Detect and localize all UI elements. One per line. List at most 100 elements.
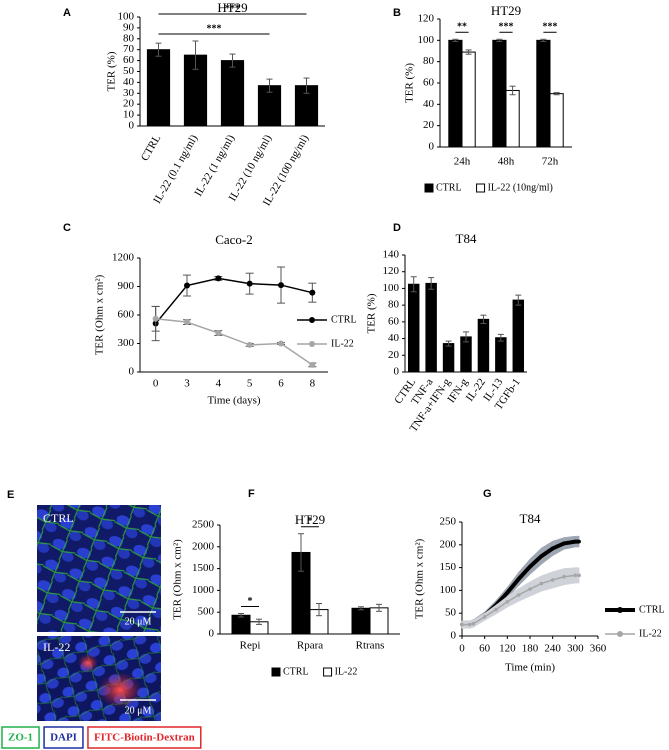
point	[505, 590, 510, 595]
point	[516, 593, 521, 597]
x-tick-label: 240	[544, 643, 561, 655]
significance-label: *	[308, 516, 313, 527]
y-tick-label: 20	[388, 349, 400, 361]
y-tick-label: 600	[118, 309, 135, 321]
point	[246, 341, 253, 348]
bar	[492, 39, 507, 148]
bar	[461, 51, 476, 148]
bar	[536, 39, 551, 148]
legend-swatch	[424, 183, 434, 193]
stain-label: DAPI	[50, 732, 77, 744]
bar	[495, 337, 507, 373]
significance-label: ***	[499, 22, 514, 33]
point	[215, 275, 222, 282]
y-axis-label: TER (Ohm x cm²)	[94, 274, 106, 355]
y-tick-label: 0	[129, 120, 135, 132]
point	[505, 600, 510, 604]
bar	[512, 299, 525, 373]
y-tick-label: 140	[383, 249, 400, 261]
scale-label: 20 μM	[125, 705, 152, 716]
chart-title: Caco-2	[215, 232, 253, 247]
line	[155, 277, 313, 325]
point	[550, 546, 555, 551]
point	[562, 574, 566, 579]
y-tick-label: 40	[423, 98, 435, 110]
stain-box	[43, 726, 84, 749]
panel-letter: D	[393, 222, 401, 234]
y-tick-label: 60	[123, 54, 135, 66]
y-tick-label: 200	[440, 538, 457, 550]
legend-label: CTRL	[436, 182, 462, 193]
panel-letter: B	[393, 7, 401, 19]
point	[573, 539, 578, 544]
bar	[231, 614, 251, 635]
point	[467, 622, 472, 627]
x-tick-label: 4	[216, 378, 222, 390]
point	[278, 340, 284, 347]
point	[516, 577, 521, 581]
bar	[477, 318, 490, 373]
bar	[549, 93, 564, 148]
chart-title: T84	[520, 511, 541, 526]
significance-label: ***	[225, 3, 240, 14]
panel-letter: E	[7, 489, 14, 501]
chart-title: HT29	[217, 0, 247, 15]
x-axis-label: Time (min)	[505, 662, 555, 674]
y-tick-label: 1000	[192, 584, 215, 596]
x-tick-label: 180	[522, 643, 539, 655]
point	[573, 573, 578, 578]
bar	[505, 89, 520, 148]
point	[577, 573, 581, 578]
y-tick-label: 100	[118, 11, 135, 23]
point	[577, 539, 581, 544]
legend-swatch	[271, 667, 281, 677]
y-tick-label: 2500	[192, 519, 215, 531]
panel-letter: G	[483, 488, 492, 500]
micrograph-ctrl: CTRL 20 μM	[37, 505, 161, 632]
image-label: CTRL	[43, 511, 74, 525]
legend-label: CTRL	[331, 314, 357, 325]
bar	[407, 283, 420, 373]
legend-marker	[617, 607, 623, 613]
y-tick-label: 120	[383, 265, 400, 277]
panel-letter: F	[248, 488, 255, 500]
y-tick-label: 80	[388, 299, 400, 311]
point	[494, 607, 498, 612]
x-tick-label: 48h	[498, 156, 515, 168]
point	[471, 621, 476, 626]
y-tick-label: 1200	[112, 252, 135, 264]
y-tick-label: 100	[418, 34, 435, 46]
y-tick-label: 90	[123, 21, 135, 33]
point	[246, 280, 253, 287]
panel-letter: C	[63, 222, 71, 234]
x-axis-label: Time (days)	[207, 395, 260, 407]
y-tick-label: 60	[423, 77, 435, 89]
point	[482, 615, 487, 619]
x-tick-label: 360	[590, 643, 607, 655]
legend-label: CTRL	[283, 666, 309, 677]
y-tick-label: 70	[123, 43, 135, 55]
y-tick-label: 0	[209, 628, 215, 640]
x-tick-label: Rtrans	[356, 640, 385, 652]
y-tick-label: 250	[440, 516, 457, 528]
x-tick-label: 8	[310, 378, 316, 390]
y-tick-label: 0	[394, 366, 400, 378]
point	[184, 319, 190, 326]
bar	[146, 49, 171, 127]
y-tick-label: 100	[440, 584, 457, 596]
y-tick-label: 80	[123, 32, 135, 44]
x-tick-label: 0	[153, 378, 159, 390]
point	[309, 289, 316, 296]
legend-marker	[309, 341, 315, 347]
y-axis-label: TER (Ohm x cm²)	[414, 538, 426, 619]
y-tick-label: 40	[388, 332, 400, 344]
chart-title: HT29	[491, 3, 521, 18]
x-tick-label: 72h	[542, 156, 559, 168]
significance-label: *	[248, 596, 253, 607]
x-tick-label: 60	[479, 643, 491, 655]
legend-label: IL-22	[639, 628, 662, 639]
y-tick-label: 0	[129, 366, 135, 378]
line	[155, 318, 313, 366]
stain-label: ZO-1	[8, 732, 33, 744]
point	[152, 315, 159, 322]
